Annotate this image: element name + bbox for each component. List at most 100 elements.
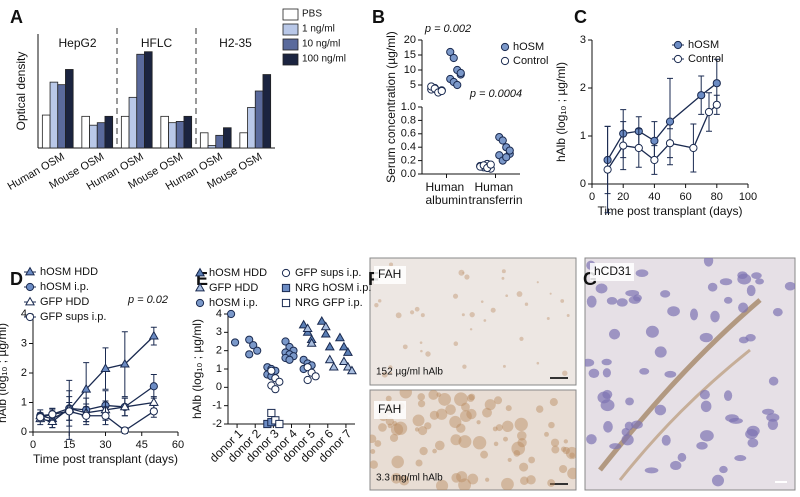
tissue-spot: [392, 420, 398, 427]
tissue-spot: [420, 313, 425, 318]
marker: [712, 100, 721, 109]
tissue-spot: [526, 475, 536, 485]
tissue-spot: [559, 464, 568, 474]
tissue-spot: [374, 303, 379, 308]
tissue-spot: [424, 422, 432, 430]
tissue-spot: [551, 445, 560, 454]
nucleus: [625, 397, 634, 406]
bar: [183, 115, 193, 149]
vessel: [598, 298, 762, 472]
marker: [603, 165, 612, 174]
tissue-spot: [399, 475, 410, 486]
tissue-spot: [445, 404, 456, 415]
tissue-spot: [466, 394, 475, 402]
x-tick-label: 20: [617, 191, 629, 203]
nucleus: [660, 290, 671, 298]
marker: [230, 338, 240, 347]
nucleus: [696, 441, 708, 450]
tissue-spot: [549, 398, 558, 407]
marker: [704, 107, 714, 117]
tissue-spot: [562, 446, 570, 455]
x-tick-label: 45: [136, 439, 148, 451]
tissue-spot: [460, 410, 472, 423]
tissue-spot: [387, 423, 393, 429]
tissue-spot: [480, 300, 484, 303]
marker: [324, 341, 335, 351]
nucleus: [710, 310, 720, 323]
marker: [346, 365, 357, 375]
bar: [175, 121, 185, 149]
marker: [245, 335, 254, 344]
nucleus: [719, 465, 728, 474]
marker: [271, 385, 280, 394]
tissue-spot: [493, 441, 499, 447]
nucleus: [600, 399, 615, 412]
bar: [144, 51, 153, 149]
tissue-spot: [434, 440, 445, 451]
tissue-spot: [485, 477, 490, 482]
marker: [306, 338, 317, 347]
annotation: p = 0.0004: [469, 88, 522, 100]
marker: [275, 377, 284, 386]
tissue-spot: [429, 410, 440, 420]
y-tick-label: 2: [580, 82, 586, 94]
y-tick-label: 0.0: [401, 168, 416, 180]
marker: [267, 408, 276, 418]
nucleus: [746, 285, 756, 297]
y-axis-label: hAlb (log₁₀ ; µg/ml): [0, 323, 9, 423]
annotation: p = 0.002: [424, 23, 471, 35]
tissue-spot: [502, 420, 514, 433]
marker: [267, 366, 276, 375]
marker: [302, 323, 313, 333]
bar: [65, 69, 74, 149]
legend-label: GFP sups i.p.: [40, 311, 106, 323]
tissue-spot: [505, 294, 509, 298]
tissue-spot: [517, 431, 527, 441]
nucleus: [602, 368, 611, 378]
panel-label: C: [574, 7, 587, 27]
bar: [239, 132, 248, 149]
tissue-spot: [482, 407, 492, 418]
tissue-spot: [516, 291, 523, 297]
bar: [262, 74, 272, 149]
tissue-spot: [469, 328, 473, 331]
tissue-spot: [458, 435, 472, 449]
nucleus: [667, 306, 680, 317]
marker: [281, 283, 291, 293]
marker: [245, 350, 254, 359]
tissue-spot: [393, 421, 408, 435]
marker: [500, 42, 510, 52]
nucleus: [654, 404, 667, 416]
nucleus: [616, 298, 628, 307]
tissue-spot: [520, 476, 529, 486]
tissue-spot: [399, 390, 412, 399]
y-tick-label: 20: [404, 34, 416, 46]
marker: [47, 416, 58, 426]
tissue-spot: [415, 459, 423, 467]
y-tick-label: 1.0: [401, 101, 416, 113]
stain-label: FAH: [378, 402, 401, 416]
x-tick-label: 40: [648, 191, 660, 203]
y-axis-label: Serum concentration (µg/ml): [384, 31, 398, 183]
nucleus: [677, 452, 687, 462]
tissue-spot: [381, 371, 388, 378]
group-label: HFLC: [141, 36, 173, 50]
tissue-spot: [370, 460, 378, 469]
marker: [194, 282, 206, 292]
x-tick-label: 30: [99, 439, 111, 451]
marker: [665, 117, 675, 126]
tissue-spot: [389, 371, 393, 375]
legend-swatch: [282, 23, 299, 36]
nucleus: [699, 430, 714, 442]
marker: [303, 375, 312, 385]
nucleus: [664, 370, 677, 378]
tissue-spot: [550, 438, 560, 447]
nucleus: [699, 389, 710, 400]
marker: [101, 411, 110, 420]
tissue-spot: [565, 446, 576, 460]
nucleus: [707, 282, 718, 292]
marker: [275, 419, 284, 429]
marker: [634, 143, 643, 153]
marker: [48, 410, 57, 419]
